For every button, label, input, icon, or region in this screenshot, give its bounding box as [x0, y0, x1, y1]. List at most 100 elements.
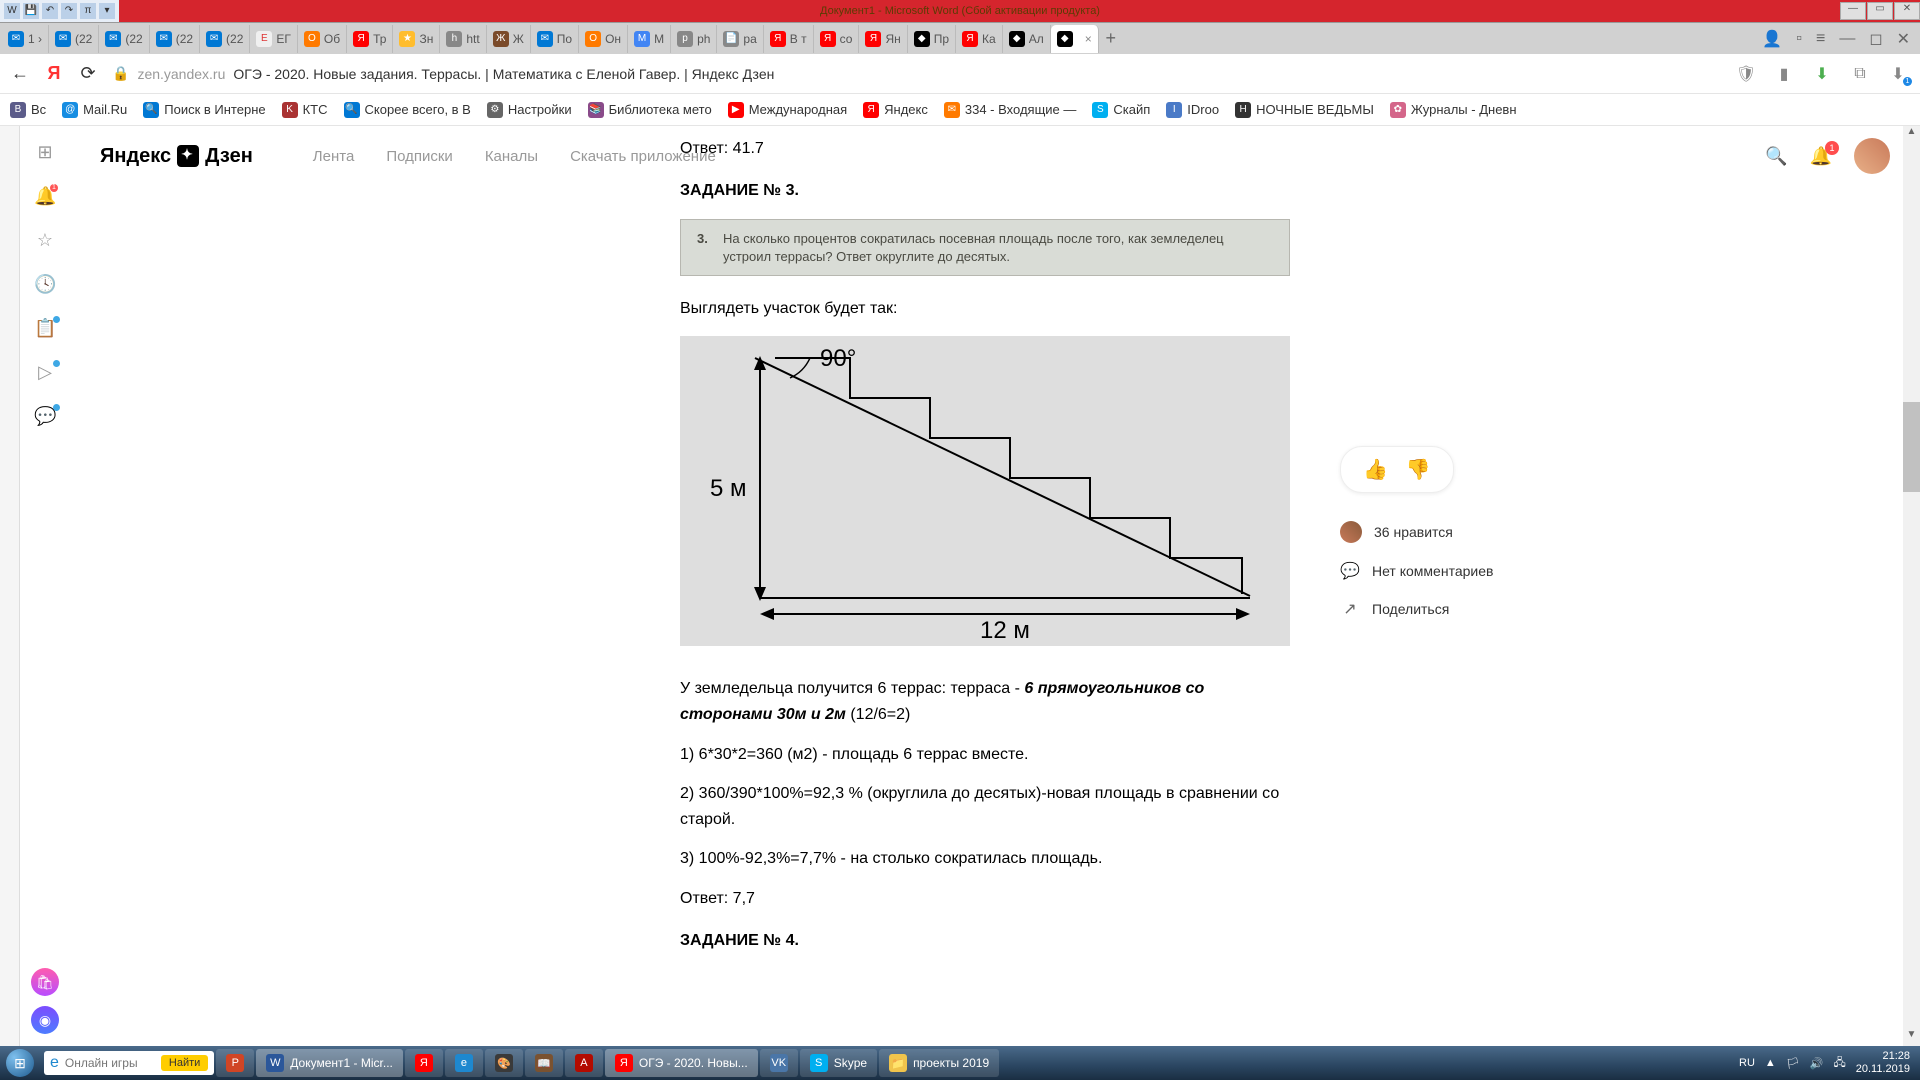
- bookmark-item[interactable]: ⚙Настройки: [487, 102, 572, 118]
- extensions-icon[interactable]: ⧉: [1848, 65, 1872, 83]
- word-ql-icon[interactable]: ↶: [42, 3, 58, 19]
- browser-tab[interactable]: pph: [671, 25, 717, 53]
- scroll-down-icon[interactable]: ▼: [1903, 1029, 1920, 1046]
- taskbar-app-button[interactable]: Я: [405, 1049, 443, 1077]
- browser-tab[interactable]: ЯВ т: [764, 25, 814, 53]
- browser-tab[interactable]: ЯКа: [956, 25, 1003, 53]
- word-ql-icon[interactable]: ↷: [61, 3, 77, 19]
- scroll-thumb[interactable]: [1903, 402, 1920, 492]
- browser-tab[interactable]: ✉(22: [49, 25, 99, 53]
- tray-network-icon[interactable]: 🖧: [1833, 1054, 1845, 1073]
- bookmark-item[interactable]: KКТС: [282, 102, 328, 118]
- star-icon[interactable]: ☆: [34, 230, 56, 252]
- word-ql-icon[interactable]: ▾: [99, 3, 115, 19]
- tabstrip-control-icon[interactable]: ◻: [1869, 29, 1882, 49]
- taskbar-app-button[interactable]: SSkype: [800, 1049, 877, 1077]
- yandex-button[interactable]: Я: [44, 63, 64, 84]
- likes-row[interactable]: 36 нравится: [1340, 521, 1590, 543]
- tab-close-icon[interactable]: ×: [1085, 32, 1092, 46]
- browser-tab[interactable]: ◆×: [1051, 25, 1099, 53]
- bookmark-item[interactable]: ННОЧНЫЕ ВЕДЬМЫ: [1235, 102, 1374, 118]
- tabstrip-control-icon[interactable]: ▫: [1796, 30, 1802, 48]
- zen-nav-link[interactable]: Лента: [313, 148, 355, 165]
- comments-row[interactable]: 💬 Нет комментариев: [1340, 561, 1590, 581]
- tabstrip-control-icon[interactable]: ✕: [1897, 29, 1910, 49]
- bookmark-item[interactable]: SСкайп: [1092, 102, 1150, 118]
- downloads-icon[interactable]: ⬇: [1810, 64, 1834, 84]
- avatar[interactable]: [1854, 138, 1890, 174]
- taskbar-app-button[interactable]: ЯОГЭ - 2020. Новы...: [605, 1049, 758, 1077]
- tray-clock[interactable]: 21:28 20.11.2019: [1856, 1050, 1910, 1075]
- word-ql-icon[interactable]: π: [80, 3, 96, 19]
- tabstrip-control-icon[interactable]: 👤: [1762, 29, 1782, 49]
- share-row[interactable]: ↗ Поделиться: [1340, 599, 1590, 619]
- new-tab-button[interactable]: +: [1099, 28, 1123, 49]
- bookmark-item[interactable]: IIDroo: [1166, 102, 1219, 118]
- taskbar-app-button[interactable]: 🎨: [485, 1049, 523, 1077]
- back-button[interactable]: ←: [10, 63, 30, 84]
- bookmark-item[interactable]: 📚Библиотека мето: [588, 102, 712, 118]
- taskbar-app-button[interactable]: VK: [760, 1049, 798, 1077]
- notifications-icon[interactable]: 🔔1: [1810, 146, 1832, 167]
- word-close-icon[interactable]: ✕: [1894, 2, 1920, 20]
- apps-icon[interactable]: ⊞: [34, 142, 56, 164]
- tray-flag-icon[interactable]: 🏳: [1786, 1057, 1800, 1070]
- scroll-up-icon[interactable]: ▲: [1903, 126, 1920, 143]
- taskbar-app-button[interactable]: WДокумент1 - Micr...: [256, 1049, 403, 1077]
- side-alice-icon[interactable]: ◉: [31, 1006, 59, 1034]
- search-input[interactable]: [65, 1056, 155, 1070]
- taskbar-app-button[interactable]: P: [216, 1049, 254, 1077]
- bookmark-item[interactable]: ✿Журналы - Дневн: [1390, 102, 1517, 118]
- bookmark-item[interactable]: ▶Международная: [728, 102, 847, 118]
- browser-tab[interactable]: ✉По: [531, 25, 579, 53]
- taskbar-app-button[interactable]: A: [565, 1049, 603, 1077]
- browser-tab[interactable]: ЯТр: [347, 25, 393, 53]
- chat-icon[interactable]: 💬: [34, 406, 56, 428]
- word-min-icon[interactable]: —: [1840, 2, 1866, 20]
- side-market-icon[interactable]: 🛍: [31, 968, 59, 996]
- bookmark-item[interactable]: @Mail.Ru: [62, 102, 127, 118]
- start-button[interactable]: ⊞: [0, 1046, 40, 1080]
- word-max-icon[interactable]: ▭: [1867, 2, 1893, 20]
- reload-button[interactable]: ⟳: [78, 63, 98, 84]
- browser-tab[interactable]: ✉1 ›: [2, 25, 49, 53]
- browser-tab[interactable]: ✉(22: [200, 25, 250, 53]
- browser-tab[interactable]: ◆Ал: [1003, 25, 1051, 53]
- browser-tab[interactable]: ЕЕГ: [250, 25, 298, 53]
- bookmark-item[interactable]: 🔍Поиск в Интерне: [143, 102, 265, 118]
- tray-volume-icon[interactable]: 🔊: [1810, 1057, 1824, 1070]
- zen-nav-link[interactable]: Подписки: [386, 148, 453, 165]
- tray-lang[interactable]: RU: [1739, 1057, 1755, 1069]
- search-icon[interactable]: 🔍: [1765, 146, 1787, 167]
- taskbar-app-button[interactable]: 📖: [525, 1049, 563, 1077]
- browser-tab[interactable]: MМ: [628, 25, 671, 53]
- word-ql-icon[interactable]: W: [4, 3, 20, 19]
- bookmark-item[interactable]: ✉334 - Входящие —: [944, 102, 1077, 118]
- dislike-button[interactable]: 👎: [1406, 457, 1431, 482]
- browser-tab[interactable]: ✉(22: [150, 25, 200, 53]
- bookmark-this-icon[interactable]: ▮: [1772, 64, 1796, 84]
- browser-tab[interactable]: ЯЯн: [859, 25, 907, 53]
- bookmark-item[interactable]: BВс: [10, 102, 46, 118]
- browser-tab[interactable]: ✉(22: [99, 25, 149, 53]
- url-box[interactable]: 🔒 zen.yandex.ru ОГЭ - 2020. Новые задани…: [112, 65, 774, 82]
- addons-icon[interactable]: ⬇1: [1886, 64, 1910, 84]
- browser-tab[interactable]: ◆Пр: [908, 25, 956, 53]
- clock-icon[interactable]: 🕓: [34, 274, 56, 296]
- tray-up-icon[interactable]: ▲: [1765, 1057, 1776, 1069]
- tabstrip-control-icon[interactable]: ≡: [1816, 30, 1825, 48]
- zen-nav-link[interactable]: Каналы: [485, 148, 538, 165]
- browser-tab[interactable]: Ясо: [814, 25, 860, 53]
- browser-tab[interactable]: ООн: [579, 25, 628, 53]
- browser-tab[interactable]: hhtt: [440, 25, 486, 53]
- browser-tab[interactable]: ООб: [298, 25, 347, 53]
- like-button[interactable]: 👍: [1363, 457, 1388, 482]
- browser-tab[interactable]: 📄ра: [717, 25, 763, 53]
- browser-tab[interactable]: ЖЖ: [487, 25, 531, 53]
- play-icon[interactable]: ▷: [34, 362, 56, 384]
- tabstrip-control-icon[interactable]: —: [1839, 30, 1855, 48]
- taskbar-app-button[interactable]: e: [445, 1049, 483, 1077]
- shield-icon[interactable]: 🛡: [1734, 64, 1758, 84]
- search-go-button[interactable]: Найти: [161, 1055, 208, 1071]
- taskbar-search[interactable]: e Найти: [44, 1051, 214, 1075]
